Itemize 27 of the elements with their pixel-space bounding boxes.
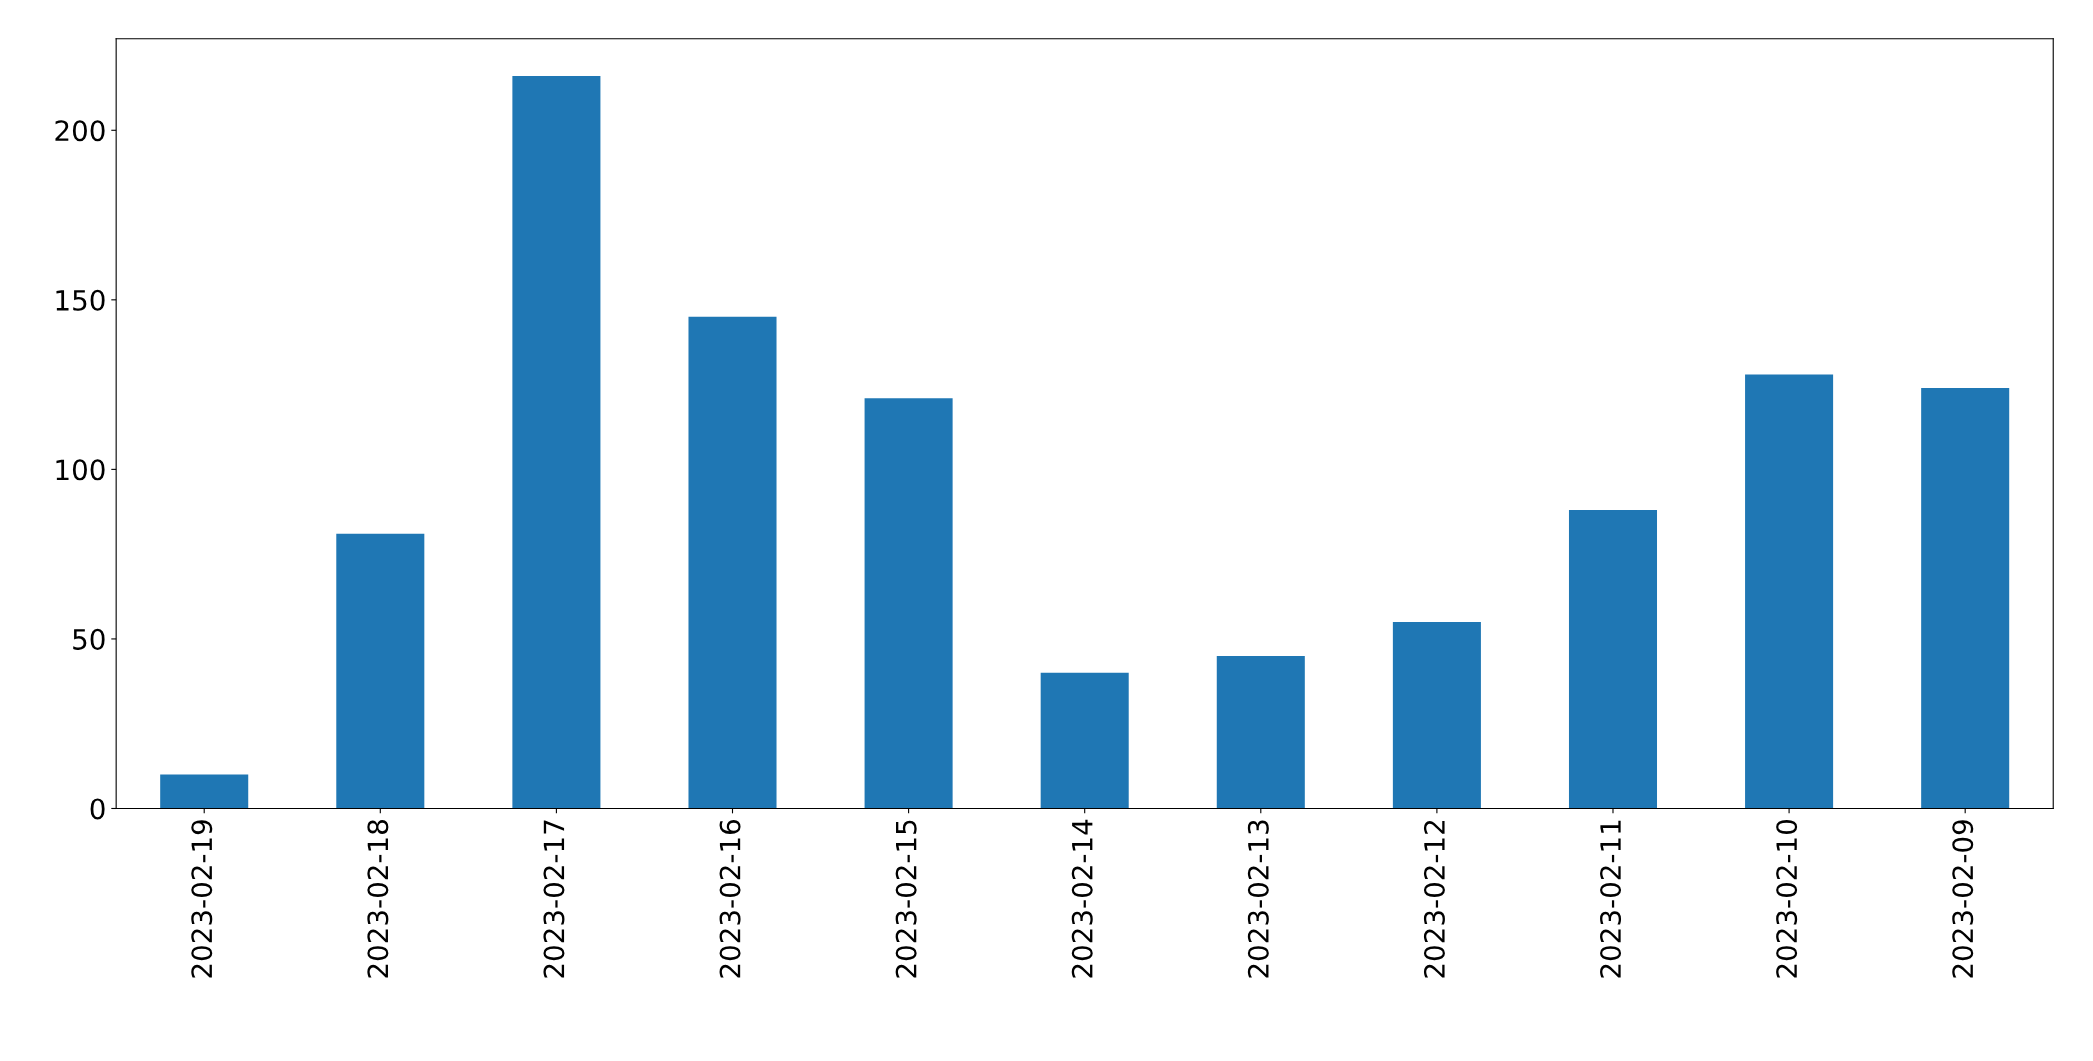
bar <box>864 398 953 809</box>
x-tick-label: 2023-02-16 <box>719 819 741 978</box>
x-tick-label: 2023-02-13 <box>1247 820 1269 978</box>
y-tick-label: 200 <box>55 120 105 142</box>
y-tick-label: 0 <box>90 798 105 820</box>
x-tick-label: 2023-02-17 <box>543 820 565 978</box>
bar <box>512 76 601 809</box>
x-tick-label: 2023-02-15 <box>895 820 917 978</box>
bar <box>160 774 249 809</box>
y-tick-label: 100 <box>56 459 105 481</box>
bar <box>1392 621 1481 809</box>
bar <box>1745 374 1834 809</box>
y-tick-label: 50 <box>73 628 105 650</box>
bar <box>1216 655 1305 809</box>
bar <box>336 533 425 809</box>
x-tick-label: 2023-02-11 <box>1600 820 1622 978</box>
x-tick-label: 2023-02-14 <box>1071 819 1093 978</box>
bar <box>1040 672 1129 809</box>
x-tick-label: 2023-02-12 <box>1423 820 1445 978</box>
x-tick-label: 2023-02-19 <box>191 820 213 978</box>
bar <box>1568 510 1658 809</box>
x-tick-label: 2023-02-10 <box>1776 820 1798 978</box>
y-tick-label: 150 <box>56 289 105 311</box>
bar <box>688 316 777 809</box>
bar <box>1921 388 2010 809</box>
x-tick-label: 2023-02-09 <box>1952 820 1974 978</box>
x-tick-label: 2023-02-18 <box>367 820 389 978</box>
